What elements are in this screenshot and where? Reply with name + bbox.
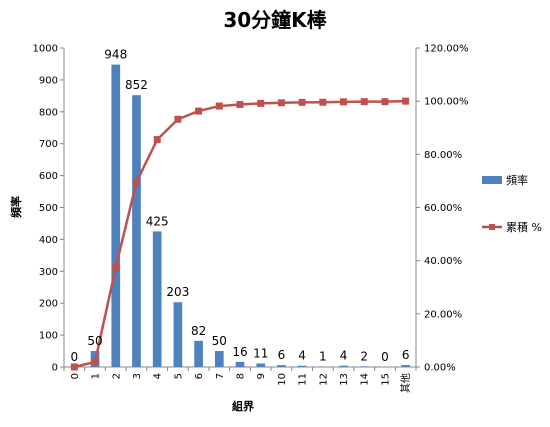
x-tick-label: 10	[277, 373, 288, 386]
y-axis-title: 頻率	[9, 196, 23, 218]
legend-line-marker	[489, 224, 495, 230]
bar-data-label: 948	[104, 48, 127, 62]
right-tick-label: 120.00%	[424, 44, 469, 55]
cumulative-point	[174, 115, 182, 123]
bar-data-label: 425	[146, 214, 169, 228]
left-y-axis: 0 100 200 300 400 500 600 700 800 900 1000	[33, 44, 65, 374]
legend-line-label: 累積 %	[506, 220, 542, 234]
x-tick-label: 15	[380, 373, 391, 386]
bar-data-label: 50	[212, 334, 227, 348]
cumulative-point	[91, 358, 99, 366]
bar-data-label: 11	[253, 346, 268, 360]
legend: 頻率 累積 %	[482, 173, 542, 234]
x-tick-label: 2	[111, 373, 122, 379]
cumulative-line	[70, 97, 410, 371]
cumulative-point	[132, 178, 140, 186]
bar	[359, 366, 369, 367]
cumulative-point	[340, 98, 348, 106]
bar-data-label: 0	[381, 350, 389, 364]
x-tick-label: 12	[318, 373, 329, 386]
bar-data-label: 2	[360, 349, 368, 363]
left-tick-label: 500	[39, 203, 58, 214]
cumulative-point	[277, 99, 285, 107]
right-tick-label: 80.00%	[424, 150, 462, 161]
left-tick-label: 0	[52, 363, 58, 374]
bar	[235, 361, 245, 367]
cumulative-point	[257, 99, 265, 107]
bar-data-label: 852	[125, 78, 148, 92]
bar	[152, 231, 162, 367]
cumulative-point	[153, 136, 161, 144]
right-y-axis: 0.00% 20.00% 40.00% 60.00% 80.00% 100.00% 120.…	[415, 44, 469, 374]
left-tick-label: 600	[39, 171, 58, 182]
bar	[277, 365, 286, 367]
bar	[297, 365, 307, 367]
legend-bar-swatch	[482, 176, 502, 184]
right-tick-label: 0.00%	[424, 363, 456, 374]
bar-data-label: 4	[298, 349, 306, 363]
x-tick-label: 4	[153, 373, 164, 379]
bar-data-label: 82	[191, 324, 206, 338]
cumulative-point	[360, 98, 368, 106]
bar-data-label: 6	[402, 348, 410, 362]
right-tick-label: 60.00%	[424, 203, 462, 214]
bar	[111, 64, 121, 367]
x-tick-label: 其他	[399, 373, 412, 393]
left-tick-label: 400	[39, 235, 58, 246]
cumulative-point	[319, 98, 327, 106]
cumulative-point	[112, 263, 120, 271]
cumulative-point	[298, 98, 306, 106]
bar-data-label: 0	[71, 350, 79, 364]
cumulative-series-line	[74, 99, 406, 369]
bar	[256, 363, 266, 367]
bar	[194, 340, 203, 367]
bar	[339, 365, 348, 367]
bar	[173, 302, 183, 367]
x-tick-label: 0	[70, 373, 81, 379]
bar-data-label: 1	[319, 350, 327, 364]
bar-data-label: 16	[232, 345, 247, 359]
x-axis-title: 組界	[232, 399, 254, 413]
left-tick-label: 1000	[33, 44, 58, 55]
left-tick-label: 100	[39, 331, 58, 342]
right-tick-label: 100.00%	[424, 97, 469, 108]
right-tick-label: 40.00%	[424, 256, 462, 267]
x-tick-label: 9	[256, 373, 267, 379]
x-tick-label: 5	[173, 373, 184, 379]
x-tick-label: 11	[298, 373, 309, 386]
cumulative-point	[381, 98, 389, 106]
bar	[401, 365, 410, 367]
x-tick-label: 3	[132, 373, 143, 379]
left-tick-label: 200	[39, 299, 58, 310]
x-tick-label: 14	[360, 373, 371, 386]
left-tick-label: 300	[39, 267, 58, 278]
bar-data-label: 6	[278, 348, 286, 362]
left-tick-label: 800	[39, 107, 58, 118]
x-tick-label: 8	[236, 373, 247, 379]
cumulative-point	[215, 102, 223, 110]
left-tick-label: 700	[39, 139, 58, 150]
cumulative-point	[402, 97, 410, 105]
cumulative-point	[195, 107, 203, 115]
right-tick-label: 20.00%	[424, 309, 462, 320]
cumulative-point	[236, 100, 244, 108]
x-tick-label: 6	[194, 373, 205, 379]
legend-bar-label: 頻率	[506, 173, 528, 187]
left-tick-label: 900	[39, 75, 58, 86]
bar	[214, 351, 224, 367]
chart-title: 30分鐘K棒	[223, 8, 327, 32]
x-axis: 0 1 2 3 4 5 6 7 8 9 10 11 12 13 14 15 其他	[63, 366, 417, 393]
bar-data-label: 50	[87, 334, 102, 348]
frequency-bars	[90, 64, 410, 367]
bar-data-label: 4	[340, 349, 348, 363]
x-tick-label: 13	[339, 373, 350, 386]
cumulative-point	[70, 363, 78, 371]
x-tick-label: 1	[91, 373, 102, 379]
bar	[132, 95, 141, 367]
x-tick-label: 7	[215, 373, 226, 379]
bar-data-label: 203	[166, 285, 189, 299]
